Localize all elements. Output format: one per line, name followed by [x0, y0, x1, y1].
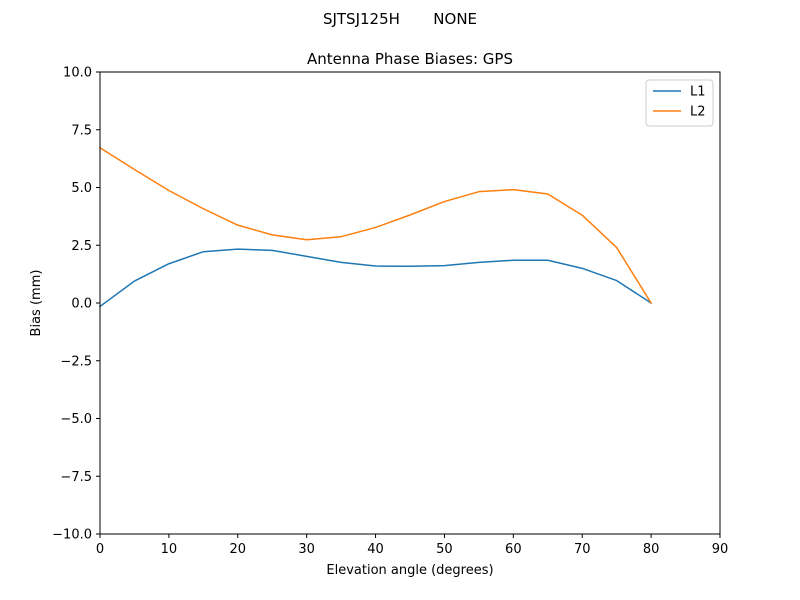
x-tick-label: 50	[436, 542, 453, 557]
plot-area: 0 10 20 30 40 50 60 70 80 90 10.0 7.5 5.0 2.5 0.0 −2.5…	[52, 66, 728, 558]
series-layer	[98, 146, 653, 308]
series-line-l2	[98, 146, 653, 305]
y-tick-label: −2.5	[60, 354, 92, 369]
x-axis-label: Elevation angle (degrees)	[326, 563, 493, 578]
y-tick-label: −5.0	[60, 412, 92, 427]
series-line-l1	[98, 248, 653, 308]
chart-title: Antenna Phase Biases: GPS	[307, 50, 513, 68]
x-tick-label: 30	[298, 542, 315, 557]
x-axis: 0 10 20 30 40 50 60 70 80 90	[96, 534, 728, 557]
y-tick-label: 2.5	[71, 239, 92, 254]
y-tick-label: 5.0	[71, 181, 92, 196]
y-axis: 10.0 7.5 5.0 2.5 0.0 −2.5 −5.0 −7.5 −10.0	[52, 66, 100, 543]
y-tick-label: 0.0	[71, 297, 92, 312]
y-axis-label: Bias (mm)	[29, 270, 44, 337]
y-tick-label: −10.0	[52, 528, 92, 543]
x-tick-label: 70	[574, 542, 591, 557]
x-tick-label: 90	[712, 542, 729, 557]
x-tick-label: 0	[96, 542, 104, 557]
legend-label-l1: L1	[690, 85, 706, 100]
y-tick-label: −7.5	[60, 470, 92, 485]
x-tick-label: 60	[505, 542, 522, 557]
x-tick-label: 80	[643, 542, 660, 557]
legend-label-l2: L2	[690, 105, 706, 120]
x-tick-label: 40	[367, 542, 384, 557]
y-tick-label: 10.0	[63, 66, 92, 81]
suptitle: SJTSJ125H NONE	[323, 10, 477, 28]
x-tick-label: 20	[230, 542, 247, 557]
y-tick-label: 7.5	[71, 123, 92, 138]
x-tick-label: 10	[161, 542, 178, 557]
